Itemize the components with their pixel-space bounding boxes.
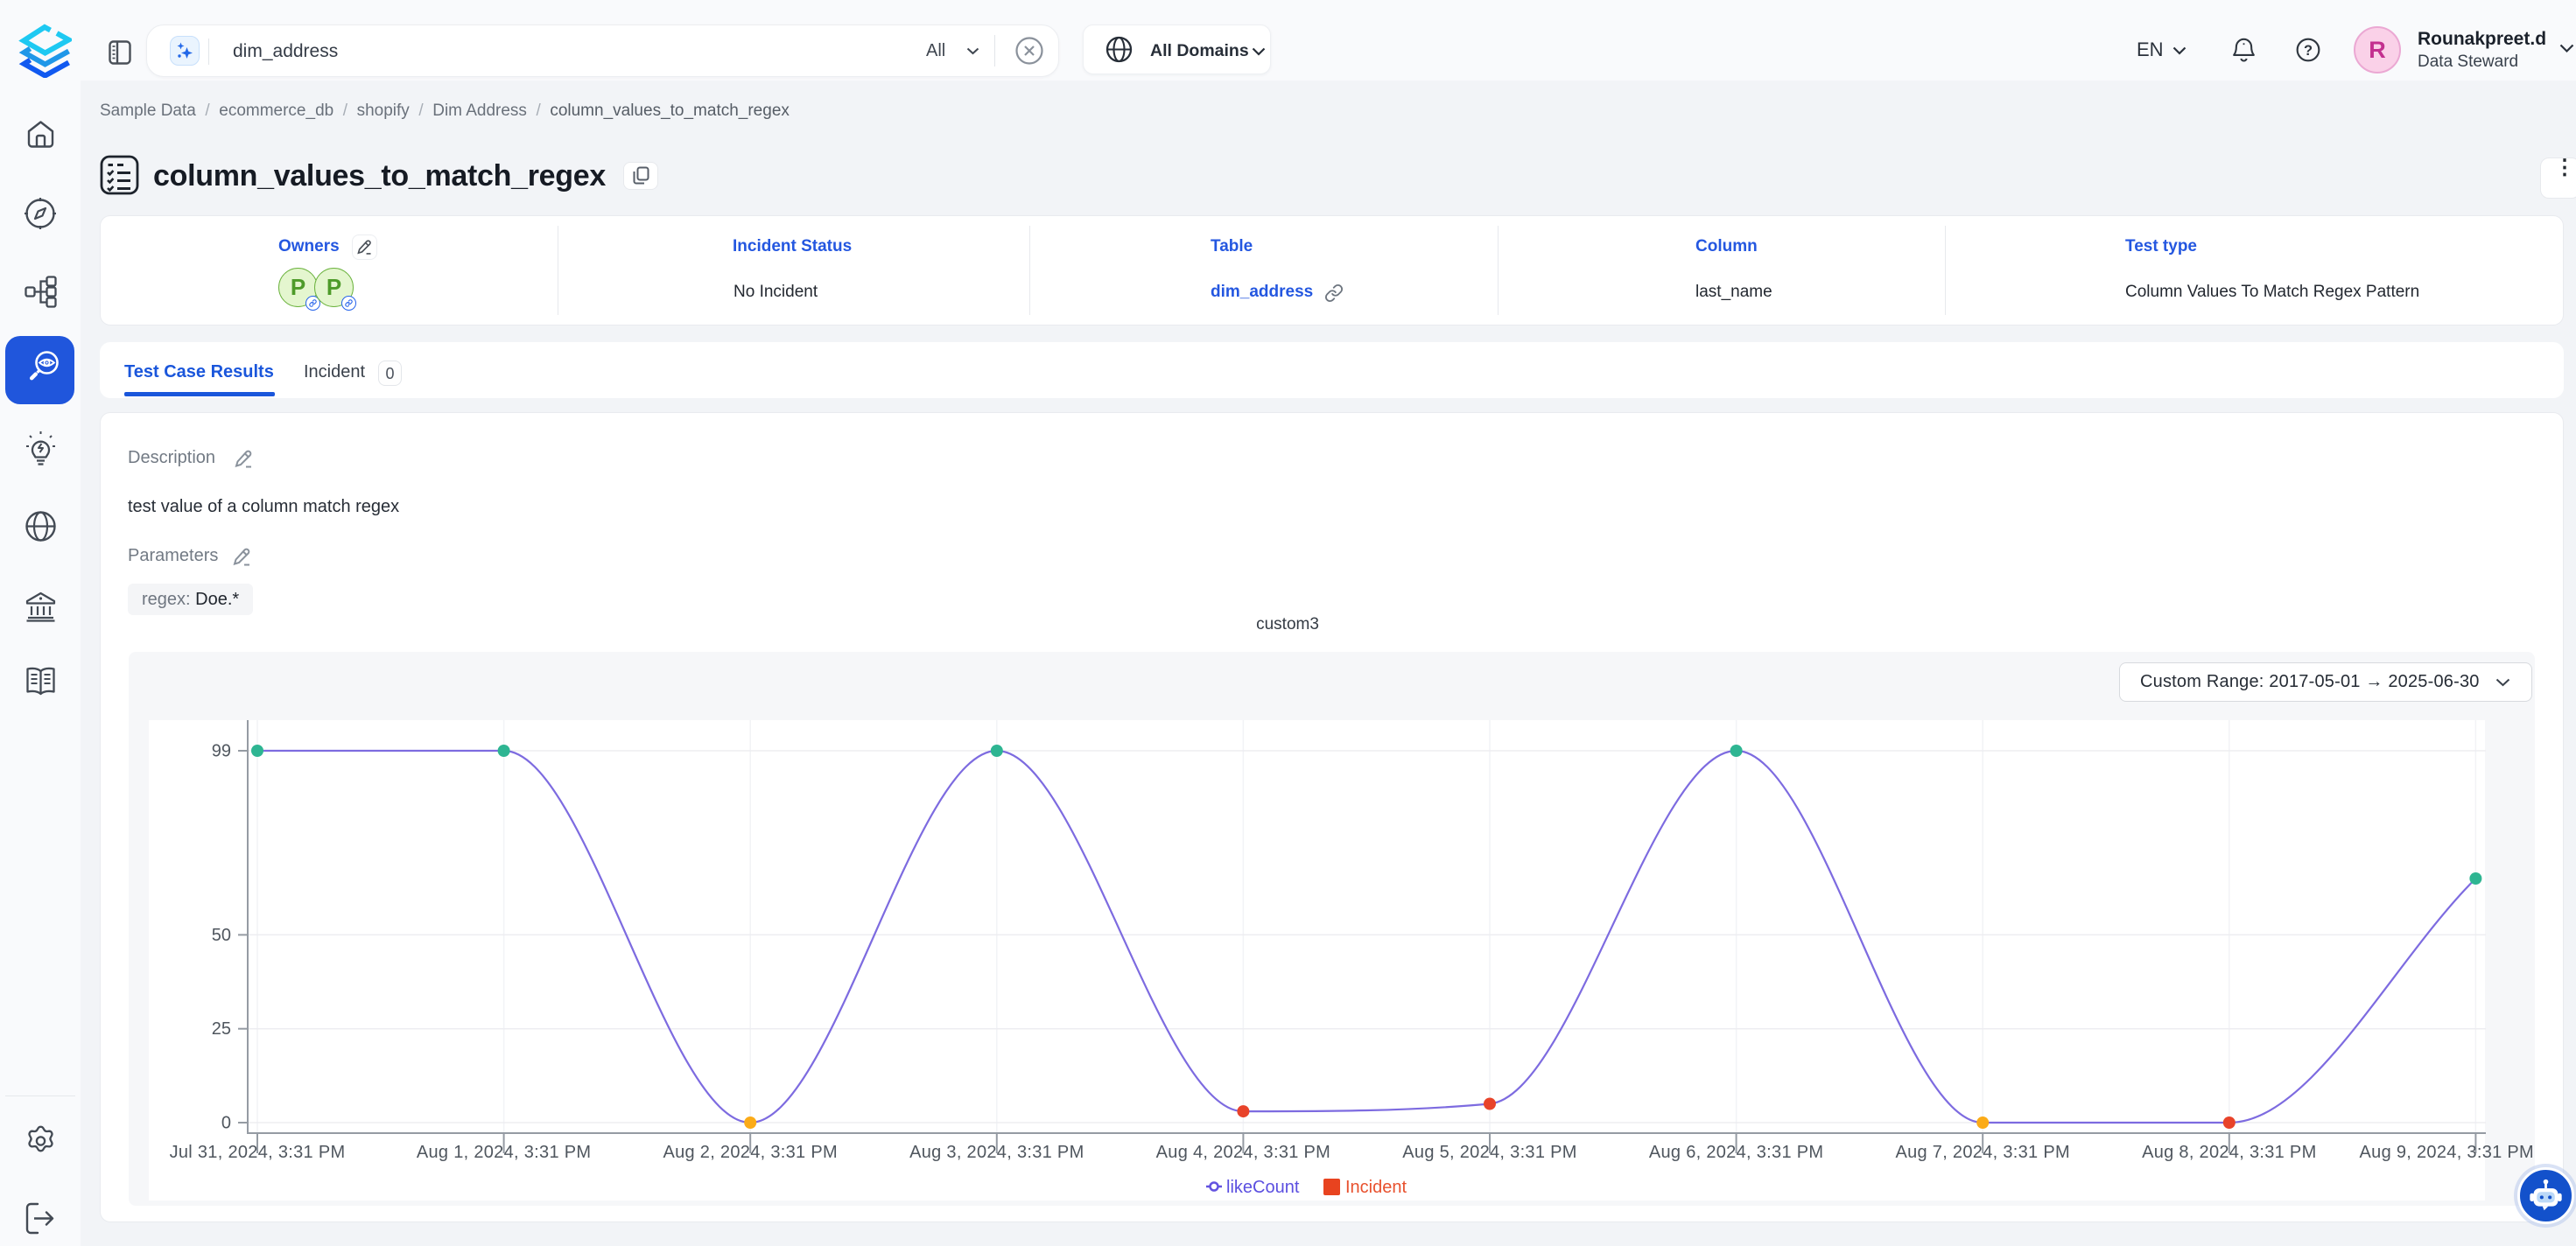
svg-text:50: 50 <box>212 926 231 945</box>
svg-text:Jul 31, 2024, 3:31 PM: Jul 31, 2024, 3:31 PM <box>170 1143 346 1162</box>
svg-text:Aug 9, 2024, 3:31 PM: Aug 9, 2024, 3:31 PM <box>2360 1143 2534 1162</box>
svg-text:Aug 4, 2024, 3:31 PM: Aug 4, 2024, 3:31 PM <box>1156 1143 1330 1162</box>
svg-text:?: ? <box>2304 43 2313 59</box>
svg-text:Aug 2, 2024, 3:31 PM: Aug 2, 2024, 3:31 PM <box>663 1143 837 1162</box>
svg-text:25: 25 <box>212 1019 231 1039</box>
svg-text:likeCount: likeCount <box>1226 1178 1300 1197</box>
svg-text:99: 99 <box>212 742 231 761</box>
svg-text:Aug 5, 2024, 3:31 PM: Aug 5, 2024, 3:31 PM <box>1402 1143 1576 1162</box>
svg-text:Incident: Incident <box>1345 1178 1407 1197</box>
svg-text:0: 0 <box>221 1114 231 1133</box>
svg-text:Aug 8, 2024, 3:31 PM: Aug 8, 2024, 3:31 PM <box>2142 1143 2316 1162</box>
svg-text:Aug 6, 2024, 3:31 PM: Aug 6, 2024, 3:31 PM <box>1649 1143 1823 1162</box>
svg-text:Aug 1, 2024, 3:31 PM: Aug 1, 2024, 3:31 PM <box>417 1143 591 1162</box>
svg-text:Aug 7, 2024, 3:31 PM: Aug 7, 2024, 3:31 PM <box>1895 1143 2069 1162</box>
svg-text:Aug 3, 2024, 3:31 PM: Aug 3, 2024, 3:31 PM <box>909 1143 1084 1162</box>
